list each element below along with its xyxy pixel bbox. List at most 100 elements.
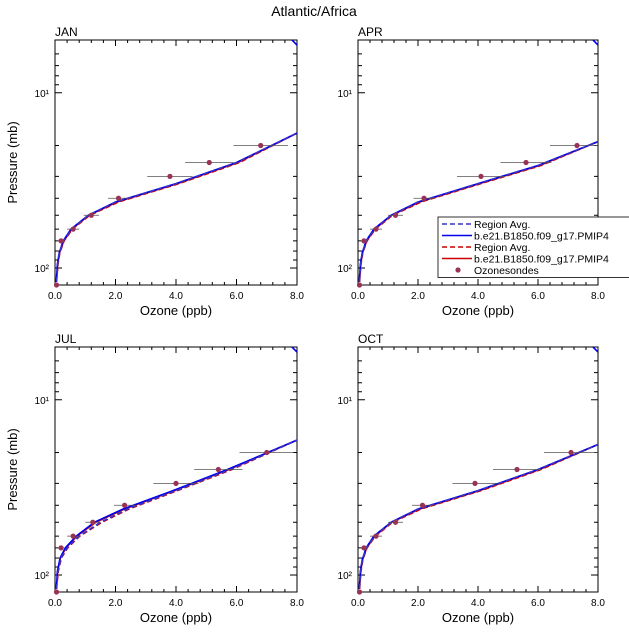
ozonesonde-point — [121, 502, 128, 508]
ozonesonde-point — [421, 195, 427, 201]
series-line — [55, 132, 297, 282]
y-axis-label: Pressure (mb) — [5, 121, 20, 203]
plot-frame — [357, 346, 599, 593]
ozonesonde-point — [167, 173, 173, 179]
x-tick-label: 2.0 — [411, 291, 425, 302]
panel-jul: JUL 0.0 2.0 4.0 6.0 8.0 10¹ 10² Ozone (ppb) Press… — [5, 332, 304, 625]
ozonesonde-point — [419, 502, 426, 508]
x-axis-label: Ozone (ppb) — [140, 610, 212, 625]
ozonesonde-point — [53, 589, 60, 595]
x-tick-label: 8.0 — [591, 598, 605, 609]
legend-entry-label: Region Avg. — [474, 242, 530, 254]
ozonesonde-point — [58, 545, 64, 551]
series-line — [55, 439, 297, 589]
ozonesonde-point — [88, 212, 94, 218]
series-line-top — [592, 40, 598, 46]
ozonesonde-point — [568, 449, 574, 456]
ozonesonde-point — [53, 282, 60, 288]
series-line — [358, 443, 598, 589]
ozonesonde-point — [264, 449, 270, 456]
y-tick-label: 10² — [35, 571, 50, 582]
series-line — [55, 439, 297, 589]
x-tick-label: 0.0 — [48, 291, 62, 302]
series-line — [55, 439, 297, 589]
ozonesonde-point — [70, 226, 76, 232]
series-line-top — [291, 40, 297, 46]
series-line — [55, 132, 297, 282]
plot-area — [55, 40, 297, 285]
series-line — [358, 140, 598, 282]
y-tick-label: 10² — [338, 571, 353, 582]
x-tick-label: 4.0 — [471, 291, 485, 302]
panel-label: APR — [358, 25, 383, 39]
ozonesonde-point — [215, 466, 221, 473]
ozonesonde-point — [206, 159, 212, 166]
ozonesonde-point — [523, 159, 529, 166]
ozonesonde-point — [514, 466, 520, 473]
series-line — [55, 132, 297, 282]
series-line — [55, 132, 297, 282]
x-axis-label: Ozone (ppb) — [442, 610, 514, 625]
ozonesonde-point — [361, 545, 367, 551]
x-tick-label: 6.0 — [531, 598, 545, 609]
ozonesonde-point — [115, 195, 122, 201]
x-tick-label: 6.0 — [230, 291, 244, 302]
panels: JAN 0.0 2.0 4.0 6.0 8.0 10¹ 10² Ozone (ppb) Press… — [5, 25, 605, 625]
ozonesonde-point — [356, 589, 363, 595]
ozonesonde-point — [258, 142, 264, 149]
ozonesonde-point — [361, 238, 367, 244]
x-axis-label: Ozone (ppb) — [140, 303, 212, 318]
x-tick-label: 2.0 — [109, 291, 123, 302]
legend-entry-label: b.e21.B1850.f09_g17.PMIP4 — [474, 231, 609, 243]
series-line-top — [592, 347, 598, 353]
ozonesonde-point — [574, 142, 580, 149]
series-line — [358, 443, 598, 589]
plot-frame — [54, 39, 298, 286]
plot-frame — [54, 346, 298, 593]
x-tick-label: 6.0 — [531, 291, 545, 302]
x-tick-label: 0.0 — [351, 291, 365, 302]
x-tick-label: 6.0 — [230, 598, 244, 609]
x-tick-label: 8.0 — [290, 598, 304, 609]
ozonesonde-point — [356, 282, 363, 288]
panel-oct: OCT 0.0 2.0 4.0 6.0 8.0 10¹ 10² Ozone (ppb) — [338, 332, 606, 625]
series-line — [55, 439, 297, 589]
legend-entry-label: b.e21.B1850.f09_g17.PMIP4 — [474, 254, 609, 266]
x-tick-label: 8.0 — [290, 291, 304, 302]
legend-entry-label: Region Avg. — [474, 219, 530, 231]
legend-marker — [455, 267, 461, 273]
x-axis-label: Ozone (ppb) — [442, 303, 514, 318]
ozonesonde-point — [392, 519, 399, 525]
panel-jan: JAN 0.0 2.0 4.0 6.0 8.0 10¹ 10² Ozone (ppb) Press… — [5, 25, 304, 318]
ozonesonde-point — [472, 480, 478, 486]
x-tick-label: 4.0 — [169, 291, 183, 302]
series-line — [358, 443, 598, 589]
panel-apr: APR 0.0 2.0 4.0 6.0 8.0 10¹ 10² Ozone (ppb) — [338, 25, 606, 318]
y-tick-label: 10² — [35, 264, 50, 275]
plot-area — [55, 347, 297, 592]
ozonesonde-point — [90, 519, 96, 525]
y-tick-label: 10² — [338, 264, 353, 275]
ozonesonde-point — [478, 173, 484, 179]
ozonesonde-point — [373, 226, 379, 232]
y-tick-label: 10¹ — [338, 89, 353, 100]
ozonesonde-point — [392, 212, 399, 218]
ozonesonde-point — [173, 480, 179, 486]
x-tick-label: 0.0 — [351, 598, 365, 609]
figure-title: Atlantic/Africa — [271, 3, 357, 19]
x-tick-label: 2.0 — [411, 598, 425, 609]
y-tick-label: 10¹ — [338, 396, 353, 407]
ozonesonde-point — [58, 238, 64, 244]
y-tick-label: 10¹ — [35, 89, 50, 100]
x-tick-label: 8.0 — [591, 291, 605, 302]
x-tick-label: 4.0 — [471, 598, 485, 609]
legend: Region Avg.b.e21.B1850.f09_g17.PMIP4Regi… — [437, 216, 629, 278]
panel-label: JUL — [55, 332, 77, 346]
ozonesonde-point — [373, 533, 379, 539]
panel-label: JAN — [55, 25, 78, 39]
x-tick-label: 2.0 — [109, 598, 123, 609]
y-tick-label: 10¹ — [35, 396, 50, 407]
panel-label: OCT — [358, 332, 384, 346]
x-tick-label: 4.0 — [169, 598, 183, 609]
